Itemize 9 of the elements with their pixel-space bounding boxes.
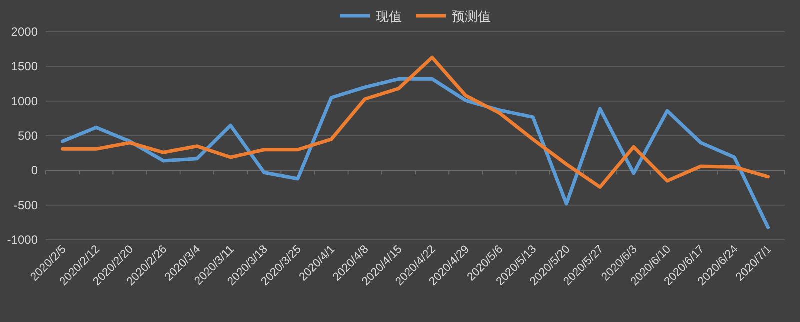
- legend-label: 现值: [376, 9, 402, 24]
- y-tick-label: 1500: [11, 60, 38, 74]
- legend-label: 预测值: [452, 9, 491, 24]
- y-tick-label: 500: [18, 129, 38, 143]
- y-tick-label: 2000: [11, 25, 38, 39]
- y-tick-label: 0: [31, 164, 38, 178]
- y-tick-label: -1000: [7, 233, 38, 247]
- y-tick-label: -500: [14, 198, 38, 212]
- y-tick-label: 1000: [11, 94, 38, 108]
